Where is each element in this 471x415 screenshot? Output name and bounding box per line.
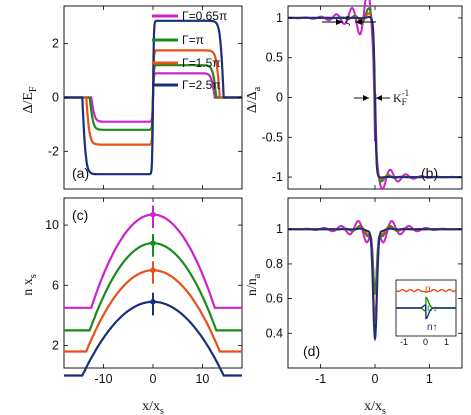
panel-c-label: (c): [72, 207, 88, 223]
inset-label-nup: n↑: [427, 322, 438, 333]
panel-b-ytick-label: -1: [272, 170, 283, 184]
panel-c-xlabel: x/xs: [142, 399, 164, 415]
inset-tick-neg1: -1: [400, 337, 408, 347]
xi-arrowhead-left: [336, 19, 343, 25]
panel-b-ytick-label: -0.5: [261, 130, 283, 144]
panel-b: -1 -0.5 0 0.5 1 (b) Δ/Δa ξ KF-1: [245, 0, 463, 191]
panel-d-ytick-label: 0.8: [266, 257, 283, 271]
panel-c-peak-g1: [150, 240, 156, 246]
panel-b-ytick-label: 1: [276, 11, 283, 25]
panel-b-ytick-label: 0.5: [266, 51, 283, 65]
panel-a: -2 0 2 (a) Δ/EF Γ=0.65π Γ=π Γ=1.5π Γ=2.5π: [21, 5, 243, 190]
legend-label-g065: Γ=0.65π: [182, 9, 227, 23]
inset-label-ndown: n↓: [427, 303, 438, 314]
xi-arrowhead-right: [355, 19, 362, 25]
panel-b-curves: [288, 0, 462, 191]
panel-d-xtick-label: 1: [426, 372, 433, 386]
panel-a-ticks: -2 0 2: [48, 6, 242, 189]
panel-d-curves: [288, 220, 462, 342]
panel-c: -10 0 10 2 6 10 (c) n xs x/xs: [21, 197, 243, 415]
inset-label-n: n: [425, 284, 431, 295]
panel-d-label: (d): [303, 343, 320, 359]
panel-c-xtick-label: 0: [150, 372, 157, 386]
panel-b-ytick-label: 0: [276, 91, 283, 105]
panel-d: -1 0 1 0.4 0.6 0.8 1 (d) n/na x/xs n n↓ n↑ -1 …: [245, 197, 463, 415]
panel-c-ytick-label: 6: [52, 278, 59, 292]
panel-a-ytick-label: 2: [52, 37, 59, 51]
kf-label: KF-1: [393, 88, 409, 107]
inset-curve-n: [395, 288, 457, 294]
legend-label-g15: Γ=1.5π: [182, 56, 221, 70]
legend: Γ=0.65π Γ=π Γ=1.5π Γ=2.5π: [152, 9, 227, 92]
panel-a-curve-g25: [64, 19, 242, 176]
panel-b-curve-g25: [288, 16, 462, 179]
inset-tick-1: 1: [444, 337, 449, 347]
panel-c-peak-g25: [150, 299, 156, 305]
panel-c-ylabel: n xs: [21, 274, 39, 296]
inset: n n↓ n↑ -1 0 1: [395, 279, 457, 347]
inset-tick-0: 0: [423, 337, 428, 347]
panel-d-xtick-label: -1: [315, 372, 326, 386]
panel-c-peak-g15: [150, 267, 156, 274]
legend-label-g1: Γ=π: [182, 33, 204, 47]
panel-d-ytick-label: 0.4: [266, 326, 283, 340]
panel-c-ticks: -10 0 10 2 6 10: [45, 198, 242, 386]
panel-c-curves: [64, 205, 242, 377]
xi-annotation: ξ: [322, 13, 376, 27]
panel-c-ytick-label: 10: [45, 218, 59, 232]
panel-d-curve-g25: [288, 227, 462, 342]
inset-curve-nup: [396, 303, 456, 320]
panel-c-ytick-label: 2: [52, 338, 59, 352]
panel-d-xlabel: x/xs: [364, 399, 386, 415]
panel-c-xtick-label: -10: [95, 372, 113, 386]
panel-b-ticks: -1 -0.5 0 0.5 1: [261, 6, 462, 189]
legend-label-g25: Γ=2.5π: [182, 78, 221, 92]
inset-curves: [395, 288, 457, 320]
panel-b-label: (b): [421, 165, 438, 181]
panel-d-xtick-label: 0: [372, 372, 379, 386]
panel-c-xtick-label: 10: [195, 372, 209, 386]
panel-a-label: (a): [72, 165, 89, 181]
panel-d-ytick-label: 0.6: [266, 292, 283, 306]
panel-a-ytick-label: 0: [52, 91, 59, 105]
kf-annotation: KF-1: [354, 88, 409, 107]
panel-d-ticks: -1 0 1 0.4 0.6 0.8 1: [266, 198, 462, 386]
xi-label: ξ: [345, 13, 351, 27]
panel-c-peak-g065: [150, 211, 156, 218]
kf-arrowhead-left: [363, 95, 369, 101]
panel-d-ylabel: n/na: [245, 273, 263, 296]
panel-a-ylabel: Δ/EF: [21, 86, 39, 113]
panel-a-ytick-label: -2: [48, 144, 59, 158]
kf-arrowhead-right: [376, 95, 382, 101]
panel-b-ylabel: Δ/Δa: [245, 86, 263, 113]
panel-a-curves: [64, 19, 242, 176]
panel-d-ytick-label: 1: [276, 222, 283, 236]
